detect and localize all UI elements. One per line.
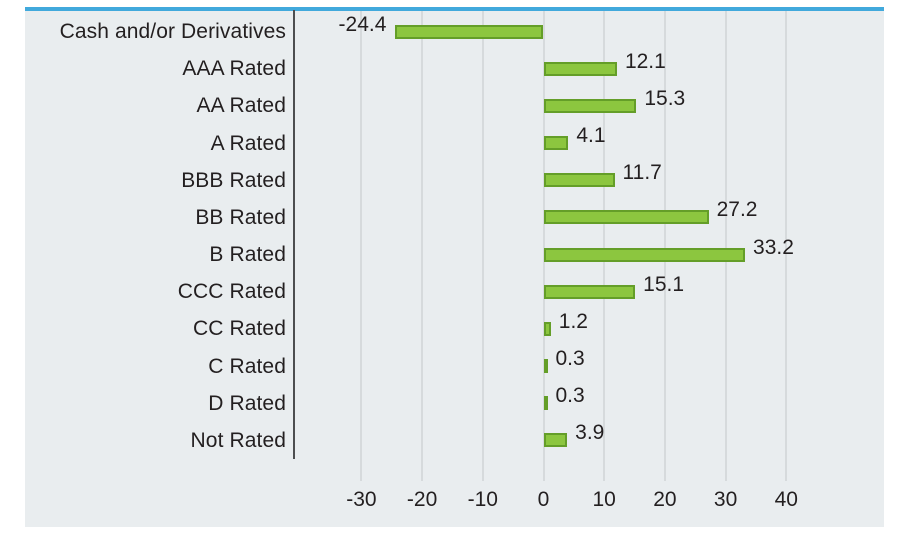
bar	[543, 396, 548, 411]
category-label: Not Rated	[190, 428, 286, 452]
value-label: 4.1	[576, 124, 606, 148]
gridline	[360, 11, 363, 481]
value-label: 12.1	[624, 49, 666, 73]
x-tick-label: 30	[713, 488, 738, 511]
x-tick-label: 40	[774, 488, 798, 511]
bar	[395, 24, 544, 39]
category-label: B Rated	[209, 243, 286, 267]
value-label: 0.3	[555, 347, 585, 371]
bar	[543, 61, 617, 76]
value-label: 27.2	[716, 198, 758, 222]
bar	[543, 321, 551, 336]
category-label: BBB Rated	[181, 168, 286, 192]
value-label: 1.2	[558, 309, 588, 333]
value-label: 0.3	[555, 384, 585, 408]
bar	[543, 98, 637, 113]
value-label: 15.3	[644, 86, 686, 110]
value-label: 33.2	[753, 235, 794, 259]
x-tick-label: -20	[406, 488, 438, 511]
chart-panel-background	[25, 7, 884, 527]
category-label: CC Rated	[192, 317, 286, 341]
bar	[543, 247, 746, 262]
category-label: D Rated	[208, 391, 286, 415]
bar	[543, 433, 568, 448]
category-axis-line	[293, 10, 295, 459]
gridline	[663, 11, 666, 481]
x-tick-label: 0	[537, 488, 550, 511]
x-tick-label: -30	[346, 488, 377, 511]
x-tick-label: 10	[592, 488, 616, 511]
gridline	[542, 11, 545, 481]
top-accent-line	[25, 7, 884, 11]
category-label: C Rated	[208, 354, 286, 378]
category-label: A Rated	[210, 131, 286, 155]
value-label: 11.7	[622, 161, 662, 185]
bar	[543, 284, 636, 299]
value-label: 3.9	[575, 421, 605, 445]
category-label: BB Rated	[195, 205, 286, 229]
category-label: AA Rated	[196, 94, 286, 118]
bar	[543, 173, 615, 188]
bar	[543, 136, 569, 151]
x-tick-label: -10	[467, 488, 498, 511]
bar	[543, 359, 548, 374]
category-label: Cash and/or Derivatives	[59, 20, 286, 43]
gridline	[481, 11, 484, 481]
gridline	[603, 11, 606, 481]
bar	[543, 210, 709, 225]
category-label: AAA Rated	[182, 57, 286, 81]
x-tick-label: 20	[653, 488, 677, 511]
value-label: 15.1	[643, 272, 685, 296]
value-label: -24.4	[338, 12, 387, 36]
gridline	[785, 11, 788, 481]
gridline	[724, 11, 727, 481]
category-label: CCC Rated	[177, 280, 286, 304]
gridline	[421, 11, 424, 481]
